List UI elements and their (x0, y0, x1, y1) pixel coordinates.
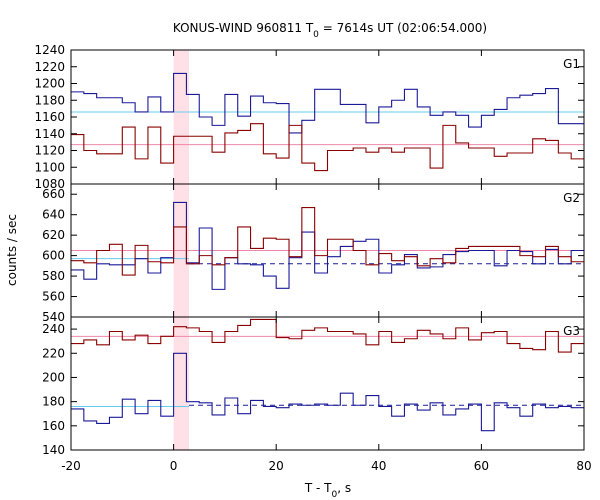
x-tick-label: 20 (269, 459, 284, 473)
chart-title: KONUS-WIND 960811 T0 = 7614s UT (02:06:5… (173, 21, 487, 40)
y-tick-label-g1: 1180 (34, 93, 65, 107)
x-tick-label: -20 (61, 459, 81, 473)
y-axis-title: counts / sec (5, 214, 19, 286)
y-tick-label-g2: 640 (42, 208, 65, 222)
y-tick-label-g1: 1100 (34, 160, 65, 174)
x-axis-label-prefix: T - T (304, 481, 332, 495)
y-tick-label-g3: 240 (42, 322, 65, 336)
title-subscript: 0 (313, 30, 319, 40)
step-series-g1-upper (71, 72, 584, 134)
x-axis-title: T - T0, s (304, 481, 351, 500)
step-series-g3-lower (71, 318, 584, 353)
y-tick-label-g3: 180 (42, 395, 65, 409)
panel-label-g1: G1 (563, 57, 580, 71)
y-tick-label-g3: 220 (42, 346, 65, 360)
step-series-g2-lower (71, 206, 584, 276)
x-tick-label: 60 (474, 459, 489, 473)
x-axis-label-subscript: 0 (332, 490, 338, 500)
y-tick-label-g1: 1080 (34, 177, 65, 191)
step-series-g2-upper (71, 201, 584, 290)
title-prefix: KONUS-WIND 960811 T (173, 21, 314, 35)
y-tick-label-g2: 580 (42, 269, 65, 283)
trigger-interval-band-g3 (173, 317, 189, 450)
svg-text:KONUS-WIND 960811 T0 = 7614s U: KONUS-WIND 960811 T0 = 7614s UT (02:06:5… (173, 21, 487, 40)
y-tick-label-g1: 1140 (34, 127, 65, 141)
y-tick-label-g2: 540 (42, 310, 65, 324)
step-series-g1-lower (71, 123, 584, 172)
y-tick-label-g2: 620 (42, 228, 65, 242)
x-tick-label: 40 (371, 459, 386, 473)
y-tick-label-g1: 1200 (34, 77, 65, 91)
y-tick-label-g2: 560 (42, 290, 65, 304)
y-tick-label-g3: 140 (42, 443, 65, 457)
panel-g3: 140 160 180 200 220 240 G3 (42, 316, 585, 457)
x-tick-label: 80 (576, 459, 591, 473)
panel-label-g3: G3 (563, 324, 580, 338)
x-tick-labels: -20 0 20 40 60 80 (61, 459, 591, 473)
y-axis-label: counts / sec (5, 214, 19, 286)
trigger-interval-band-g1 (173, 50, 189, 184)
svg-text:T - T0, s: T - T0, s (304, 481, 351, 500)
y-tick-label-g3: 160 (42, 419, 65, 433)
y-tick-label-g2: 600 (42, 249, 65, 263)
y-tick-label-g1: 1240 (34, 43, 65, 57)
y-tick-label-g1: 1120 (34, 144, 65, 158)
y-tick-label-g1: 1220 (34, 60, 65, 74)
chart-panels: 1080 1100 1120 1140 1160 1180 1200 1220 1240 G1 54… (34, 43, 591, 473)
x-tick-label: 0 (170, 459, 178, 473)
panel-label-g2: G2 (563, 191, 580, 205)
y-tick-label-g1: 1160 (34, 110, 65, 124)
y-tick-label-g2: 660 (42, 187, 65, 201)
step-series-g3-upper (71, 352, 584, 432)
panel-g1: 1080 1100 1120 1140 1160 1180 1200 1220 1240 G1 (34, 43, 585, 191)
x-axis-label-suffix: , s (337, 481, 351, 495)
panel-frame-g3 (70, 316, 585, 451)
panel-g2: 540 560 580 600 620 640 660 G2 (42, 183, 585, 324)
title-suffix: = 7614s UT (02:06:54.000) (319, 21, 487, 35)
y-tick-label-g3: 200 (42, 370, 65, 384)
